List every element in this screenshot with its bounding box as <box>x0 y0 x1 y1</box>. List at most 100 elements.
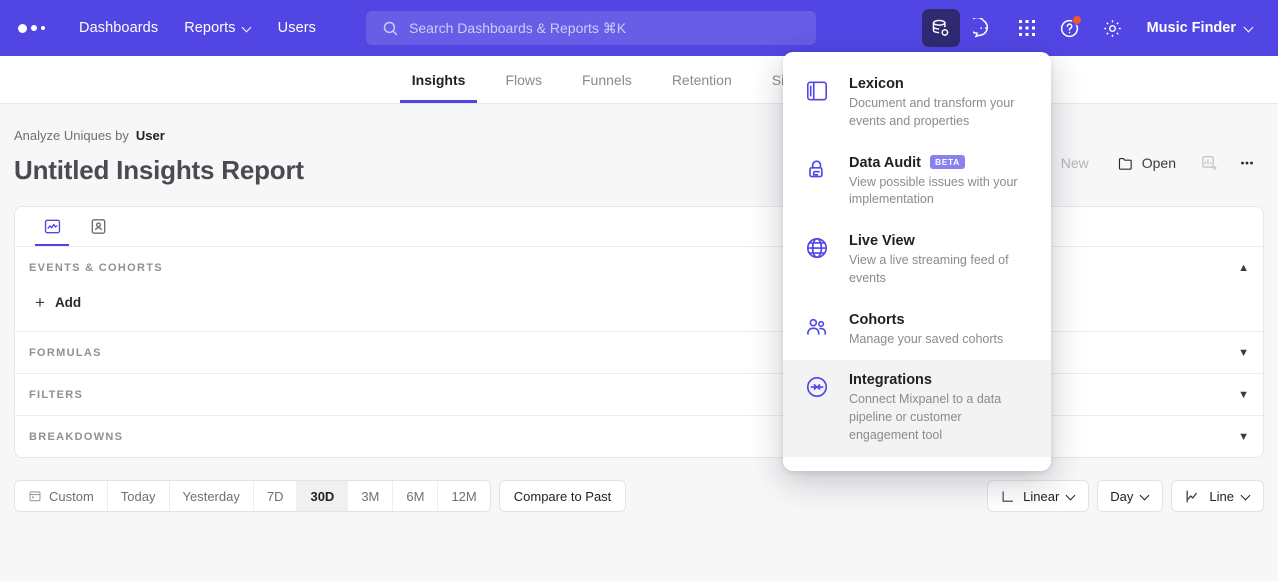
add-event-button[interactable]: + Add <box>29 290 87 315</box>
data-management-dropdown: Lexicon Document and transform your even… <box>783 52 1051 471</box>
logo-dot-small <box>41 26 45 30</box>
dropdown-item-integrations[interactable]: Integrations Connect Mixpanel to a data … <box>783 360 1051 457</box>
open-report-label: Open <box>1141 155 1176 171</box>
nav-link-users[interactable]: Users <box>278 20 316 36</box>
nav-link-reports[interactable]: Reports <box>184 20 251 36</box>
dropdown-item-live-view-text: Live View View a live streaming feed of … <box>849 233 1029 288</box>
interval-selector[interactable]: Day <box>1097 480 1164 512</box>
open-report-button[interactable]: Open <box>1105 147 1188 180</box>
add-chart-icon <box>1201 155 1217 170</box>
data-management-icon-button[interactable] <box>921 9 960 47</box>
nav-link-dashboards[interactable]: Dashboards <box>79 20 158 36</box>
report-page: Analyze Uniques by User Untitled Insight… <box>0 104 1278 512</box>
global-search-input[interactable]: Search Dashboards & Reports ⌘K <box>366 11 817 45</box>
query-tab-metrics[interactable] <box>29 207 75 246</box>
dropdown-item-lexicon-text: Lexicon Document and transform your even… <box>849 76 1029 131</box>
date-range-yesterday[interactable]: Yesterday <box>170 481 254 511</box>
dropdown-item-integrations-text: Integrations Connect Mixpanel to a data … <box>849 372 1029 444</box>
chevron-down-icon <box>1245 24 1254 33</box>
scale-label: Linear <box>1023 488 1060 504</box>
section-events-cohorts-title: EVENTS & COHORTS <box>29 261 163 274</box>
apps-grid-icon-button[interactable] <box>1008 9 1046 47</box>
add-to-dashboard-button[interactable] <box>1192 146 1226 180</box>
global-search-placeholder: Search Dashboards & Reports ⌘K <box>409 19 627 36</box>
more-options-button[interactable] <box>1230 146 1264 180</box>
lexicon-book-icon <box>801 76 833 104</box>
query-builder-card: EVENTS & COHORTS ▲ + Add FORMULAS ▼ FILT… <box>14 206 1264 458</box>
section-filters-title: FILTERS <box>29 388 84 401</box>
section-breakdowns-header[interactable]: BREAKDOWNS ▼ <box>29 416 1249 457</box>
chevron-up-icon[interactable]: ▲ <box>1238 261 1249 274</box>
date-range-custom-label: Custom <box>49 488 94 504</box>
live-view-globe-icon <box>801 233 833 261</box>
scale-selector[interactable]: Linear <box>987 480 1090 512</box>
tab-retention[interactable]: Retention <box>652 56 752 103</box>
nav-link-dashboards-label: Dashboards <box>79 20 159 36</box>
folder-icon <box>1118 157 1132 170</box>
dropdown-item-cohorts[interactable]: Cohorts Manage your saved cohorts <box>783 300 1051 361</box>
feedback-icon-button[interactable] <box>965 9 1003 47</box>
chevron-down-icon <box>1067 492 1076 501</box>
date-range-30d[interactable]: 30D <box>297 481 349 511</box>
dropdown-item-lexicon[interactable]: Lexicon Document and transform your even… <box>783 64 1051 143</box>
date-range-3m[interactable]: 3M <box>348 481 394 511</box>
settings-gear-icon <box>1104 19 1121 37</box>
dropdown-item-live-view-title: Live View <box>849 233 915 249</box>
dropdown-item-integrations-title: Integrations <box>849 372 932 389</box>
chart-controls-bar: Custom Today Yesterday 7D 30D 3M 6M 12M … <box>14 480 1264 512</box>
date-range-6m[interactable]: 6M <box>393 481 439 511</box>
chart-type-selector[interactable]: Line <box>1171 480 1264 512</box>
apps-grid-icon <box>1018 20 1035 36</box>
section-events-cohorts-header[interactable]: EVENTS & COHORTS ▲ <box>29 247 1249 288</box>
chevron-down-icon[interactable]: ▼ <box>1238 388 1249 401</box>
date-range-6m-label: 6M <box>406 488 425 504</box>
date-range-7d[interactable]: 7D <box>254 481 298 511</box>
dropdown-item-data-audit-desc: View possible issues with your implement… <box>849 174 1018 207</box>
tab-flows[interactable]: Flows <box>485 56 562 103</box>
tab-insights[interactable]: Insights <box>392 56 486 103</box>
line-chart-icon <box>1186 490 1198 502</box>
date-range-today[interactable]: Today <box>108 481 170 511</box>
dropdown-item-lexicon-desc: Document and transform your events and p… <box>849 96 1015 128</box>
chevron-down-icon[interactable]: ▼ <box>1238 430 1249 443</box>
tab-insights-label: Insights <box>411 71 466 88</box>
tab-retention-label: Retention <box>671 71 732 88</box>
section-formulas-header[interactable]: FORMULAS ▼ <box>29 332 1249 373</box>
new-report-label: New <box>1060 155 1089 171</box>
dropdown-item-cohorts-title: Cohorts <box>849 311 905 328</box>
linear-axis-icon <box>1002 490 1014 502</box>
dropdown-item-cohorts-desc: Manage your saved cohorts <box>849 331 1004 346</box>
dropdown-item-data-audit[interactable]: Data Audit BETA View possible issues wit… <box>783 143 1051 222</box>
help-question-icon <box>1060 19 1079 37</box>
section-filters-header[interactable]: FILTERS ▼ <box>29 374 1249 415</box>
date-range-selector: Custom Today Yesterday 7D 30D 3M 6M 12M <box>14 480 491 512</box>
dropdown-item-integrations-desc: Connect Mixpanel to a data pipeline or c… <box>849 392 1002 442</box>
data-audit-lock-icon <box>801 155 833 183</box>
account-menu[interactable]: Music Finder <box>1147 20 1260 36</box>
account-name: Music Finder <box>1146 20 1236 36</box>
mixpanel-logo[interactable] <box>14 23 45 33</box>
page-title[interactable]: Untitled Insights Report <box>14 155 304 185</box>
date-range-12m[interactable]: 12M <box>438 481 489 511</box>
dropdown-item-live-view[interactable]: Live View View a live streaming feed of … <box>783 221 1051 300</box>
query-tab-users[interactable] <box>75 207 121 246</box>
tab-funnels[interactable]: Funnels <box>562 56 652 103</box>
query-panel-tabs <box>15 207 1263 247</box>
topbar-actions: Music Finder <box>921 9 1264 47</box>
new-report-button[interactable]: New <box>1049 147 1101 179</box>
settings-icon-button[interactable] <box>1094 9 1132 47</box>
logo-dot-large <box>18 23 27 33</box>
compare-to-past-button[interactable]: Compare to Past <box>498 480 627 512</box>
chevron-down-icon[interactable]: ▼ <box>1238 346 1249 359</box>
report-header-left: Analyze Uniques by User Untitled Insight… <box>14 128 937 186</box>
nav-link-users-label: Users <box>277 20 317 36</box>
help-icon-button[interactable] <box>1051 9 1089 47</box>
analyze-value[interactable]: User <box>135 128 165 143</box>
more-horizontal-icon <box>1241 161 1253 165</box>
date-range-3m-label: 3M <box>361 488 380 504</box>
date-range-today-label: Today <box>120 488 156 504</box>
date-range-custom[interactable]: Custom <box>15 481 108 511</box>
dropdown-item-lexicon-title: Lexicon <box>849 76 904 92</box>
compare-to-past-label: Compare to Past <box>513 488 612 504</box>
tab-funnels-label: Funnels <box>582 71 632 88</box>
